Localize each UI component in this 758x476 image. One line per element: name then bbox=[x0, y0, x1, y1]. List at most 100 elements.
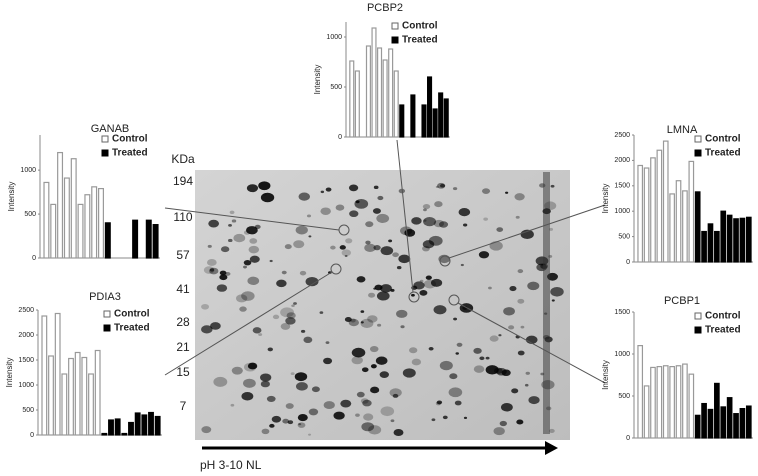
gel-spot bbox=[458, 208, 471, 217]
gel-spot bbox=[430, 278, 443, 287]
legend-swatch bbox=[103, 324, 111, 332]
gel-spot bbox=[365, 240, 371, 245]
gel-spot bbox=[449, 373, 458, 380]
gel-spot bbox=[228, 223, 232, 227]
bar bbox=[675, 180, 682, 263]
gel-spot bbox=[286, 312, 296, 319]
y-tick-label: 500 bbox=[330, 84, 342, 91]
bar bbox=[682, 190, 688, 263]
gel-spot bbox=[380, 246, 394, 256]
bar bbox=[154, 415, 161, 436]
gel-spot bbox=[508, 325, 515, 330]
legend-label: Control bbox=[112, 134, 148, 145]
gel-spot bbox=[239, 306, 247, 312]
bar bbox=[152, 224, 159, 259]
y-axis-label: Intensity bbox=[7, 182, 16, 212]
gel-spot bbox=[456, 342, 463, 347]
y-tick-label: 500 bbox=[22, 407, 34, 414]
bar bbox=[656, 149, 663, 263]
gel-spot bbox=[248, 245, 260, 254]
gel-spots bbox=[201, 172, 564, 437]
kda-marker: 194 bbox=[173, 174, 193, 188]
bar bbox=[701, 230, 707, 263]
gel-spot bbox=[498, 334, 502, 337]
gel-spot bbox=[271, 415, 282, 423]
gel-spot bbox=[344, 254, 348, 257]
y-tick-label: 1000 bbox=[614, 351, 630, 358]
gel-spot bbox=[355, 200, 360, 204]
bar bbox=[377, 47, 383, 138]
bar bbox=[714, 382, 720, 439]
y-tick-label: 500 bbox=[618, 233, 630, 240]
bar bbox=[114, 418, 121, 436]
gel-spot bbox=[220, 246, 230, 253]
gel-spot bbox=[351, 356, 363, 365]
bar bbox=[74, 351, 81, 436]
bar bbox=[643, 167, 650, 263]
gel-spot bbox=[376, 291, 390, 301]
gel-spot bbox=[208, 219, 220, 228]
legend-label: Treated bbox=[402, 35, 438, 46]
gel-streak bbox=[543, 172, 550, 434]
gel-spot bbox=[229, 210, 235, 215]
legend-label: Treated bbox=[112, 148, 148, 159]
gel-spot bbox=[379, 371, 389, 378]
gel-spot bbox=[392, 252, 399, 258]
bar bbox=[745, 216, 752, 263]
gel-spot bbox=[272, 314, 280, 320]
gel-spot bbox=[380, 284, 392, 293]
gel-spot bbox=[377, 323, 382, 327]
gel-spot bbox=[203, 266, 215, 274]
gel-spot bbox=[524, 383, 529, 387]
gel-spot bbox=[284, 244, 292, 250]
bar bbox=[104, 222, 111, 259]
gel-spot bbox=[365, 221, 374, 228]
gel-spot bbox=[520, 229, 534, 240]
gel-spot bbox=[413, 281, 425, 290]
gel-spot bbox=[370, 386, 380, 394]
gel-spot bbox=[368, 425, 382, 435]
gel-spot bbox=[293, 240, 305, 249]
gel-spot bbox=[515, 215, 520, 219]
gel-spot bbox=[373, 185, 379, 190]
gel-spot bbox=[398, 188, 406, 194]
bar bbox=[650, 157, 656, 263]
gel-spot bbox=[550, 184, 555, 188]
gel-spot bbox=[231, 219, 237, 223]
y-tick-label: 1000 bbox=[326, 34, 342, 41]
gel-spot bbox=[266, 395, 276, 403]
bar bbox=[61, 373, 68, 436]
bar bbox=[669, 366, 675, 439]
gel-spot bbox=[363, 413, 374, 421]
gel-spot bbox=[360, 318, 374, 328]
gel-spot bbox=[360, 310, 365, 313]
gel-spot bbox=[320, 207, 331, 215]
gel-spot bbox=[360, 321, 364, 324]
annotations bbox=[164, 139, 606, 384]
bar bbox=[63, 177, 70, 259]
gel-spot bbox=[344, 317, 352, 322]
gel-spot bbox=[295, 382, 308, 391]
gel-spot bbox=[356, 391, 365, 398]
gel-spot bbox=[455, 352, 459, 355]
gel-spot bbox=[511, 388, 519, 394]
chart-title: GANAB bbox=[91, 123, 130, 135]
gel-spot bbox=[230, 403, 235, 407]
bar bbox=[688, 160, 695, 263]
gel-spot bbox=[236, 294, 248, 303]
gel-spot bbox=[246, 226, 258, 235]
bar bbox=[443, 98, 449, 138]
gel-spot bbox=[436, 400, 443, 405]
y-tick-label: 1500 bbox=[18, 357, 34, 364]
bar bbox=[726, 397, 733, 439]
bar bbox=[77, 203, 84, 259]
gel-spot bbox=[517, 350, 525, 356]
bar bbox=[733, 413, 739, 439]
gel-spot bbox=[481, 188, 491, 195]
gel-spot bbox=[335, 204, 345, 211]
gel-spot bbox=[260, 373, 272, 382]
bar bbox=[54, 312, 61, 436]
gel-spot bbox=[419, 290, 428, 296]
gel-spot bbox=[252, 327, 262, 334]
bar bbox=[393, 70, 399, 138]
